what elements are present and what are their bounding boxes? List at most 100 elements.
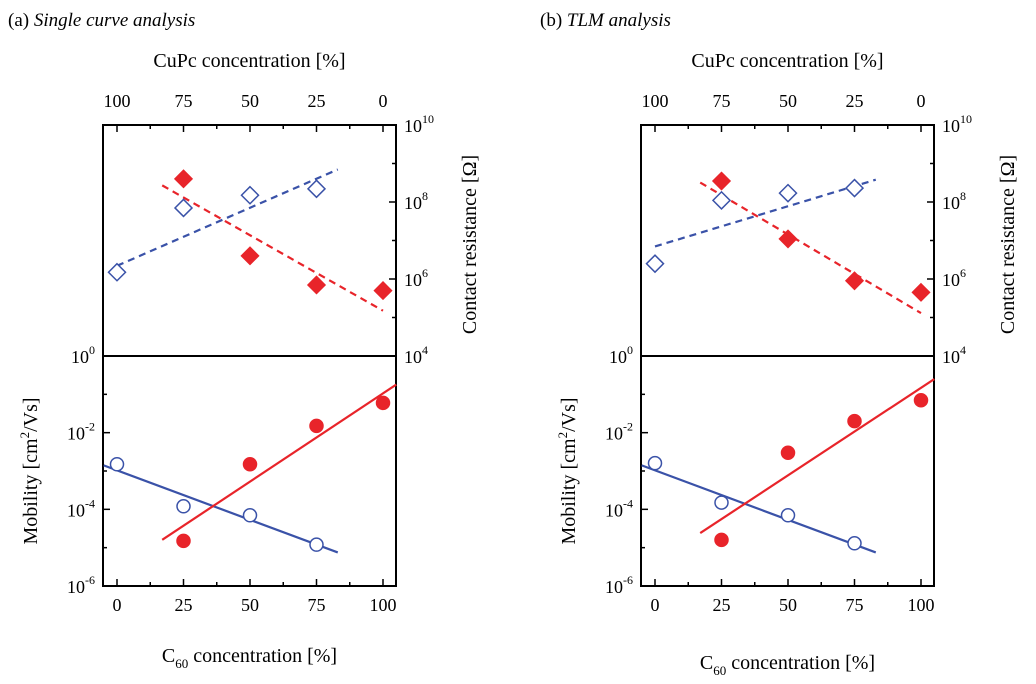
- mob-y-tick-label: 10-2: [605, 420, 633, 444]
- res-point-filled-diamond: [240, 246, 260, 266]
- mob-y-tick-label: 10-4: [67, 496, 95, 520]
- mob-fit-blue: [103, 464, 339, 554]
- bottom-x-tick-label: 75: [846, 595, 864, 615]
- top-x-axis-label: CuPc concentration [%]: [153, 50, 345, 72]
- mob-y-tick-label: 10-4: [605, 496, 633, 520]
- panel-label: (b): [540, 10, 562, 31]
- mob-point-open-circle: [176, 499, 191, 514]
- mob-tick-exp: -6: [623, 573, 633, 587]
- res-fit-blue: [654, 178, 877, 248]
- res-point-open-diamond: [778, 183, 798, 203]
- panel-title-text: Single curve analysis: [34, 10, 195, 31]
- mob-tick-exp: 0: [627, 343, 633, 357]
- mob-point-filled-circle: [780, 445, 796, 460]
- res-tick-base: 10: [404, 347, 422, 367]
- res-point-open-diamond: [844, 178, 865, 198]
- res-y-tick-label: 104: [942, 343, 966, 367]
- res-point-open-diamond: [711, 190, 732, 210]
- mob-point-open-circle: [647, 455, 663, 471]
- res-y-axis-label: Contact resistance [Ω]: [997, 155, 1019, 334]
- res-y-tick-label: 108: [942, 189, 966, 213]
- panel-label: (a): [8, 10, 29, 31]
- top-x-tick-label: 0: [917, 91, 926, 111]
- mob-point-filled-circle: [309, 418, 324, 434]
- panel-b: (b) TLM analysis CuPc concentration [%] 10…: [540, 10, 1019, 678]
- res-fit-red: [161, 184, 384, 312]
- mob-label-sup: 2: [555, 432, 570, 439]
- res-point-filled-diamond: [306, 275, 327, 295]
- top-x-tick-label: 25: [846, 91, 864, 111]
- mob-point-filled-circle: [242, 456, 258, 472]
- res-tick-exp: 4: [422, 343, 428, 357]
- top-x-tick-label: 75: [175, 91, 193, 111]
- mob-tick-base: 10: [67, 500, 85, 520]
- res-point-filled-diamond: [778, 229, 798, 249]
- mob-label-post: /Vs]: [558, 397, 580, 431]
- mob-y-tick-label: 10-6: [67, 573, 95, 597]
- bottom-x-tick-label: 100: [908, 595, 935, 615]
- res-y-tick-label: 108: [404, 189, 428, 213]
- res-tick-base: 10: [942, 193, 960, 213]
- res-fit-blue: [116, 168, 339, 267]
- panel-title: (a) Single curve analysis: [8, 10, 195, 31]
- res-tick-base: 10: [942, 347, 960, 367]
- mob-y-axis-label: Mobility [cm2/Vs]: [17, 397, 42, 544]
- bottom-x-tick-label: 75: [308, 595, 326, 615]
- res-point-open-diamond: [173, 198, 194, 218]
- res-tick-base: 10: [942, 270, 960, 290]
- top-x-axis-label: CuPc concentration [%]: [691, 50, 883, 72]
- mob-y-tick-label: 10-6: [605, 573, 633, 597]
- top-x-tick-label: 75: [713, 91, 731, 111]
- res-point-filled-diamond: [911, 282, 931, 302]
- mob-tick-base: 10: [605, 424, 623, 444]
- res-fit-red: [699, 181, 922, 315]
- bottom-x-axis-label-sub: 60: [713, 663, 726, 678]
- mob-point-open-circle: [109, 456, 125, 472]
- mob-point-filled-circle: [847, 413, 862, 429]
- mob-point-open-circle: [242, 508, 258, 523]
- res-point-filled-diamond: [373, 281, 393, 301]
- res-y-tick-label: 106: [942, 266, 966, 290]
- mob-tick-base: 10: [67, 577, 85, 597]
- panel-title: (b) TLM analysis: [540, 10, 671, 31]
- mob-fit-red: [161, 383, 397, 541]
- mob-point-open-circle: [780, 508, 796, 523]
- res-point-open-diamond: [107, 262, 127, 282]
- top-x-tick-label: 100: [104, 91, 131, 111]
- mob-tick-exp: 0: [89, 343, 95, 357]
- top-x-tick-label: 0: [379, 91, 388, 111]
- res-point-open-diamond: [240, 185, 260, 205]
- mob-fit-blue: [641, 464, 877, 554]
- mob-tick-exp: -4: [623, 496, 633, 510]
- res-point-filled-diamond: [844, 271, 865, 291]
- mob-point-open-circle: [847, 536, 862, 551]
- mob-tick-exp: -2: [85, 420, 95, 434]
- res-tick-exp: 6: [960, 266, 966, 280]
- mob-point-filled-circle: [375, 395, 391, 411]
- res-tick-exp: 6: [422, 266, 428, 280]
- bottom-x-tick-label: 50: [779, 595, 797, 615]
- res-point-filled-diamond: [173, 169, 194, 189]
- res-tick-exp: 8: [422, 189, 428, 203]
- mob-y-tick-label: 100: [71, 343, 95, 367]
- bottom-x-axis-label-main: C: [700, 652, 713, 674]
- bottom-x-axis-label: C60 concentration [%]: [162, 645, 337, 671]
- mob-point-filled-circle: [714, 532, 729, 548]
- panel-a: (a) Single curve analysis CuPc concentrat…: [8, 10, 481, 671]
- bottom-x-axis-label-main: C: [162, 645, 175, 667]
- mob-label-sup: 2: [17, 432, 32, 439]
- res-tick-base: 10: [942, 116, 960, 136]
- mob-point-open-circle: [714, 495, 729, 510]
- mob-label-post: /Vs]: [20, 397, 42, 431]
- bottom-x-axis-label-rest: concentration [%]: [188, 645, 337, 667]
- res-point-open-diamond: [306, 179, 327, 199]
- res-y-tick-label: 1010: [942, 112, 972, 136]
- res-tick-exp: 4: [960, 343, 966, 357]
- mob-tick-base: 10: [67, 424, 85, 444]
- mob-fit-red: [699, 378, 935, 535]
- mob-point-open-circle: [309, 537, 324, 552]
- bottom-x-tick-label: 50: [241, 595, 259, 615]
- top-x-tick-label: 100: [642, 91, 669, 111]
- mob-y-tick-label: 10-2: [67, 420, 95, 444]
